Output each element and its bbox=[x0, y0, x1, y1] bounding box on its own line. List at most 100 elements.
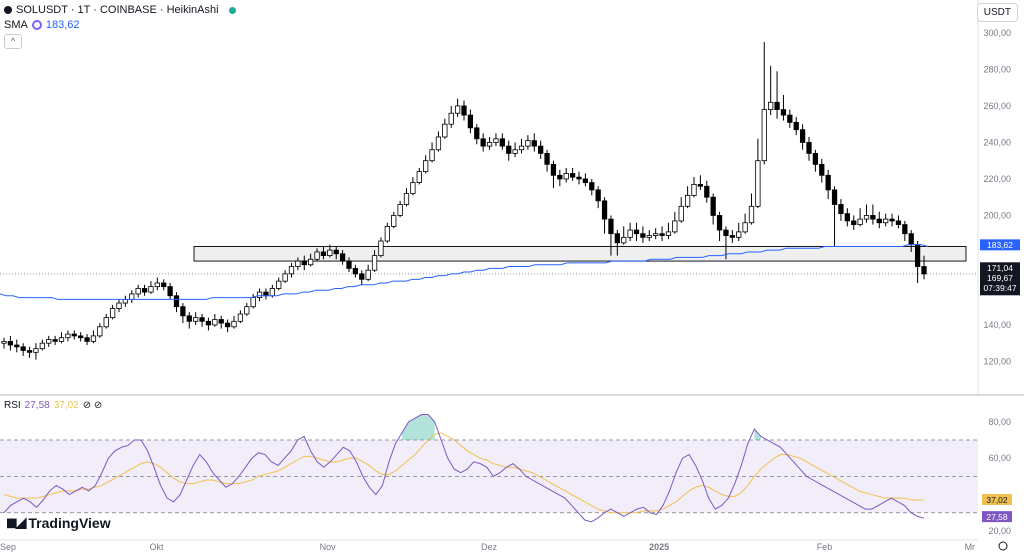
candle-body[interactable] bbox=[646, 235, 652, 238]
candle-body[interactable] bbox=[231, 320, 237, 328]
time-axis[interactable]: Sep Okt Nov Dez 2025 Feb Mr bbox=[0, 541, 1008, 552]
candle-body[interactable] bbox=[71, 333, 77, 337]
candle-body[interactable] bbox=[378, 240, 384, 257]
candle-body[interactable] bbox=[684, 194, 691, 207]
candle-body[interactable] bbox=[180, 306, 186, 317]
candle-body[interactable] bbox=[250, 297, 256, 308]
candle-body[interactable] bbox=[391, 215, 397, 227]
candle-body[interactable] bbox=[39, 342, 45, 350]
candle-body[interactable] bbox=[825, 174, 831, 191]
candle-body[interactable] bbox=[371, 255, 378, 271]
candle-body[interactable] bbox=[627, 229, 633, 238]
candle-body[interactable] bbox=[205, 320, 212, 326]
candle-body[interactable] bbox=[761, 109, 767, 162]
candle-body[interactable] bbox=[883, 218, 889, 224]
candle-body[interactable] bbox=[46, 339, 52, 344]
candle-body[interactable] bbox=[582, 178, 589, 183]
candle-body[interactable] bbox=[506, 145, 512, 154]
collapse-legend-button[interactable]: ^ bbox=[4, 34, 22, 49]
candle-body[interactable] bbox=[346, 260, 352, 269]
candle-body[interactable] bbox=[327, 249, 333, 256]
candle-body[interactable] bbox=[793, 121, 799, 131]
candle-body[interactable] bbox=[538, 145, 544, 154]
candle-body[interactable] bbox=[276, 280, 282, 289]
price-axis[interactable]: 300,00280,00260,00240,00220,00200,00160,… bbox=[983, 28, 1011, 367]
candle-body[interactable] bbox=[263, 291, 269, 297]
candle-body[interactable] bbox=[148, 286, 154, 293]
candle-body[interactable] bbox=[282, 273, 288, 282]
candle-body[interactable] bbox=[314, 251, 320, 260]
candle-body[interactable] bbox=[723, 229, 729, 236]
visibility-icons[interactable]: ⊘ ⊘ bbox=[82, 400, 103, 411]
candle-body[interactable] bbox=[193, 317, 199, 322]
rsi-axis[interactable]: 80,00 60,00 20,00 bbox=[988, 417, 1011, 536]
candle-body[interactable] bbox=[857, 218, 863, 225]
candle-body[interactable] bbox=[33, 348, 39, 353]
candle-body[interactable] bbox=[308, 258, 314, 266]
candle-body[interactable] bbox=[461, 105, 467, 116]
candle-body[interactable] bbox=[84, 337, 90, 342]
candle-body[interactable] bbox=[844, 213, 850, 222]
candle-body[interactable] bbox=[914, 244, 921, 267]
candle-body[interactable] bbox=[97, 326, 103, 337]
candle-body[interactable] bbox=[141, 288, 148, 293]
candle-body[interactable] bbox=[109, 308, 116, 319]
candle-body[interactable] bbox=[448, 112, 454, 125]
candle-body[interactable] bbox=[435, 136, 442, 151]
candle-body[interactable] bbox=[20, 346, 26, 351]
candle-body[interactable] bbox=[512, 149, 518, 154]
candle-body[interactable] bbox=[819, 163, 825, 176]
candle-body[interactable] bbox=[557, 174, 563, 180]
candle-body[interactable] bbox=[237, 313, 244, 322]
candle-body[interactable] bbox=[199, 317, 205, 322]
candle-body[interactable] bbox=[416, 171, 422, 183]
candle-body[interactable] bbox=[544, 152, 550, 165]
sma-legend[interactable]: SMA 183,62 bbox=[4, 19, 80, 31]
candle-body[interactable] bbox=[474, 127, 480, 140]
candle-body[interactable] bbox=[499, 138, 505, 147]
candle-body[interactable] bbox=[787, 114, 793, 123]
candle-body[interactable] bbox=[768, 101, 774, 111]
candle-body[interactable] bbox=[103, 317, 109, 328]
candle-body[interactable] bbox=[633, 229, 640, 235]
candle-body[interactable] bbox=[653, 233, 659, 236]
candle-body[interactable] bbox=[442, 123, 448, 138]
candle-body[interactable] bbox=[678, 205, 684, 222]
candle-body[interactable] bbox=[218, 319, 224, 324]
candle-body[interactable] bbox=[806, 142, 812, 154]
candle-body[interactable] bbox=[352, 267, 359, 275]
candlestick-series[interactable] bbox=[1, 42, 927, 360]
candle-body[interactable] bbox=[908, 233, 914, 246]
candle-body[interactable] bbox=[672, 220, 678, 233]
candle-body[interactable] bbox=[65, 333, 71, 339]
candle-body[interactable] bbox=[403, 193, 410, 205]
candle-body[interactable] bbox=[78, 335, 84, 339]
candle-body[interactable] bbox=[122, 298, 129, 304]
candle-body[interactable] bbox=[710, 196, 716, 216]
candle-body[interactable] bbox=[320, 251, 327, 256]
candle-body[interactable] bbox=[550, 163, 557, 176]
candle-body[interactable] bbox=[621, 236, 627, 244]
candle-body[interactable] bbox=[212, 319, 218, 326]
candle-body[interactable] bbox=[589, 182, 595, 191]
candle-body[interactable] bbox=[576, 176, 582, 180]
sma-line[interactable] bbox=[0, 244, 929, 300]
candle-body[interactable] bbox=[467, 114, 474, 129]
candle-body[interactable] bbox=[423, 160, 429, 173]
candle-body[interactable] bbox=[876, 218, 882, 224]
candle-body[interactable] bbox=[244, 306, 250, 315]
candle-body[interactable] bbox=[736, 231, 742, 238]
candle-body[interactable] bbox=[870, 215, 876, 220]
candle-body[interactable] bbox=[410, 182, 416, 194]
candle-body[interactable] bbox=[58, 337, 65, 342]
rsi-line[interactable] bbox=[3, 414, 925, 523]
candle-body[interactable] bbox=[812, 152, 819, 165]
candle-body[interactable] bbox=[659, 233, 665, 236]
chart-settings-icon[interactable] bbox=[998, 541, 1008, 551]
candle-body[interactable] bbox=[665, 231, 672, 236]
candle-body[interactable] bbox=[774, 101, 780, 111]
candle-body[interactable] bbox=[52, 339, 58, 342]
candle-body[interactable] bbox=[269, 288, 275, 297]
candle-body[interactable] bbox=[895, 220, 902, 225]
